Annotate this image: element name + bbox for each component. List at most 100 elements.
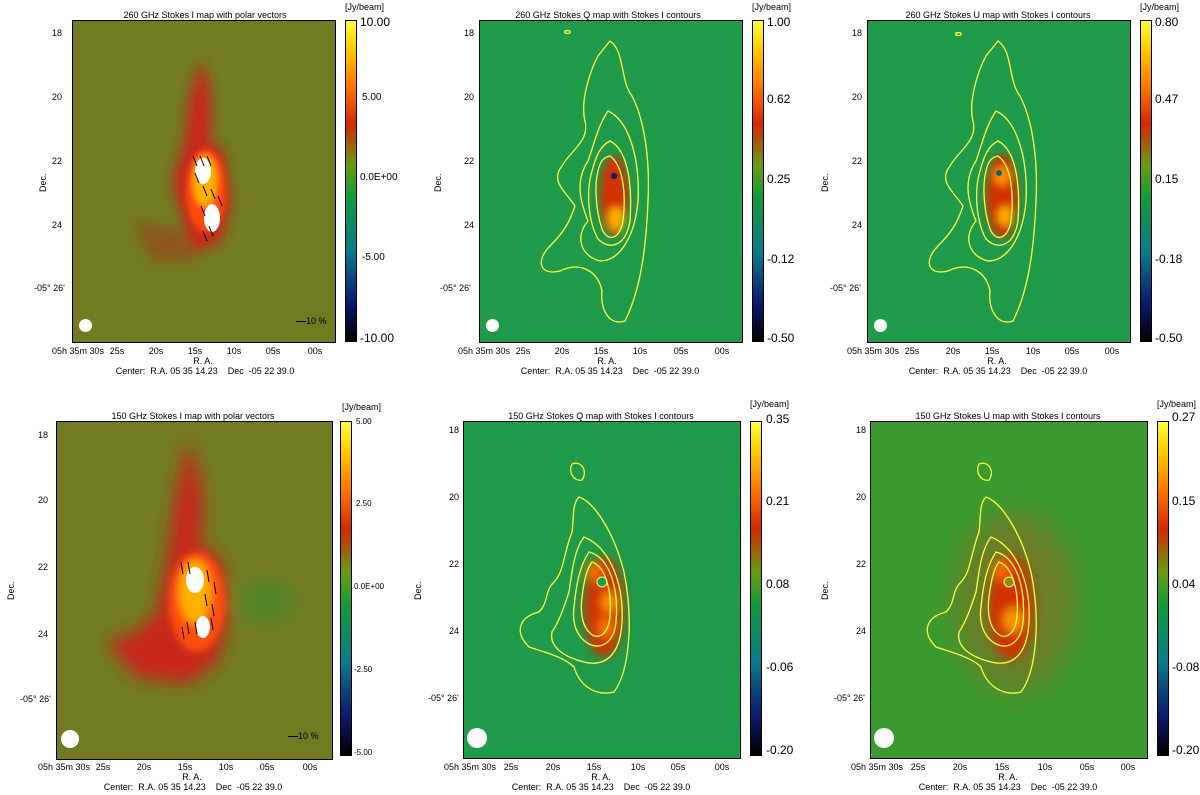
beam-size-icon bbox=[61, 730, 79, 748]
colorbar-tick: 0.62 bbox=[767, 92, 791, 106]
x-tick: 25s bbox=[503, 762, 519, 772]
y-tick: 24 bbox=[52, 220, 63, 230]
colorbar-tick: 2.50 bbox=[356, 499, 372, 508]
vector-scale-label: 10 % bbox=[288, 731, 319, 741]
beam-size-icon bbox=[467, 728, 487, 748]
y-tick: 18 bbox=[449, 425, 460, 435]
x-tick: 15s bbox=[593, 346, 609, 356]
y-axis-label: Dec. bbox=[6, 581, 16, 600]
colorbar-tick: 5.00 bbox=[356, 417, 372, 426]
x-tick: 15s bbox=[177, 762, 193, 772]
y-tick: 18 bbox=[38, 430, 49, 440]
map-image bbox=[479, 20, 743, 343]
y-tick: 20 bbox=[52, 92, 63, 102]
colorbar-tick: 0.08 bbox=[766, 577, 790, 591]
x-tick: 25s bbox=[910, 762, 926, 772]
map-image bbox=[870, 421, 1148, 759]
y-tick: 18 bbox=[852, 28, 863, 38]
center-coordinates: Center: R.A. 05 35 14.23 Dec -05 22 39.0 bbox=[103, 782, 283, 792]
x-axis-label: R. A. bbox=[987, 356, 1007, 366]
panel-title: 150 GHz Stokes I map with polar vectors bbox=[111, 411, 275, 421]
colorbar-tick: 0.21 bbox=[766, 494, 790, 508]
x-tick: 20s bbox=[148, 346, 164, 356]
panel-title: 260 GHz Stokes I map with polar vectors bbox=[123, 10, 287, 20]
colorbar-tick: 0.27 bbox=[1172, 410, 1196, 424]
x-tick: 20s bbox=[554, 346, 570, 356]
x-tick: 00s bbox=[714, 762, 730, 772]
x-tick: 25s bbox=[904, 346, 920, 356]
y-tick: -05° 26' bbox=[34, 283, 65, 293]
x-axis-label: R. A. bbox=[998, 772, 1018, 782]
x-axis-label: R. A. bbox=[193, 356, 213, 366]
x-tick: 10s bbox=[630, 762, 646, 772]
colorbar-tick: -0.20 bbox=[1172, 743, 1200, 757]
x-axis-label: R. A. bbox=[182, 772, 202, 782]
colorbar-tick: 5.00 bbox=[362, 92, 382, 103]
colorbar-unit: [Jy/beam] bbox=[750, 399, 790, 409]
y-tick: 20 bbox=[852, 92, 863, 102]
x-tick: 00s bbox=[307, 346, 323, 356]
map-image bbox=[56, 421, 333, 760]
colorbar-tick: 0.47 bbox=[1155, 92, 1179, 106]
y-tick: -05° 26' bbox=[428, 693, 459, 703]
y-tick: -05° 26' bbox=[834, 693, 865, 703]
y-tick: 18 bbox=[856, 425, 867, 435]
colorbar-tick: 0.25 bbox=[767, 172, 791, 186]
y-axis-label: Dec. bbox=[820, 173, 830, 192]
x-tick: 05s bbox=[670, 762, 686, 772]
y-axis-label: Dec. bbox=[413, 581, 423, 600]
colorbar-tick: -0.50 bbox=[767, 331, 795, 345]
center-coordinates: Center: R.A. 05 35 14.23 Dec -05 22 39.0 bbox=[520, 366, 700, 376]
y-tick: 22 bbox=[449, 559, 460, 569]
beam-size-icon bbox=[874, 728, 894, 748]
x-tick: 05s bbox=[673, 346, 689, 356]
y-tick: 22 bbox=[52, 156, 63, 166]
panel-title: 260 GHz Stokes Q map with Stokes I conto… bbox=[515, 10, 701, 20]
x-tick: 25s bbox=[95, 762, 111, 772]
x-tick: 05s bbox=[1064, 346, 1080, 356]
colorbar-tick: -5.00 bbox=[362, 252, 385, 263]
y-tick: 24 bbox=[464, 220, 475, 230]
y-tick: 22 bbox=[38, 562, 49, 572]
x-tick: 15s bbox=[994, 762, 1010, 772]
y-tick: 22 bbox=[464, 156, 475, 166]
x-tick: 10s bbox=[226, 346, 242, 356]
y-tick: 20 bbox=[38, 495, 49, 505]
x-tick: 25s bbox=[109, 346, 125, 356]
x-tick: 05h 35m 30s bbox=[443, 762, 497, 772]
colorbar bbox=[340, 421, 352, 756]
x-tick: 00s bbox=[1104, 346, 1120, 356]
map-image bbox=[463, 421, 741, 759]
center-coordinates: Center: R.A. 05 35 14.23 Dec -05 22 39.0 bbox=[115, 366, 295, 376]
x-tick: 05h 35m 30s bbox=[37, 762, 91, 772]
colorbar-unit: [Jy/beam] bbox=[752, 2, 792, 12]
colorbar-tick: 0.0E+00 bbox=[360, 172, 398, 183]
x-tick: 05h 35m 30s bbox=[457, 346, 511, 356]
colorbar bbox=[345, 20, 357, 342]
x-axis-label: R. A. bbox=[591, 772, 611, 782]
y-tick: -05° 26' bbox=[830, 283, 861, 293]
x-tick: 05h 35m 30s bbox=[51, 346, 105, 356]
y-tick: 18 bbox=[464, 28, 475, 38]
x-axis-label: R. A. bbox=[597, 356, 617, 366]
y-tick: 24 bbox=[856, 626, 867, 636]
x-tick: 10s bbox=[1037, 762, 1053, 772]
colorbar-tick: 0.04 bbox=[1172, 577, 1196, 591]
beam-size-icon bbox=[79, 319, 92, 332]
x-tick: 05h 35m 30s bbox=[846, 346, 900, 356]
colorbar-tick: 0.80 bbox=[1155, 15, 1179, 29]
colorbar-tick: -0.18 bbox=[1155, 252, 1183, 266]
colorbar bbox=[1157, 421, 1169, 756]
colorbar-tick: -5.00 bbox=[354, 748, 373, 757]
x-tick: 15s bbox=[984, 346, 1000, 356]
x-tick: 00s bbox=[1120, 762, 1136, 772]
y-tick: 24 bbox=[852, 220, 863, 230]
x-tick: 05s bbox=[259, 762, 275, 772]
colorbar-unit: [Jy/beam] bbox=[1140, 2, 1180, 12]
panel-title: 260 GHz Stokes U map with Stokes I conto… bbox=[905, 10, 1091, 20]
vector-scale-label: 10 % bbox=[296, 316, 327, 326]
colorbar-tick: -10.00 bbox=[360, 331, 395, 345]
center-coordinates: Center: R.A. 05 35 14.23 Dec -05 22 39.0 bbox=[908, 366, 1088, 376]
x-tick: 20s bbox=[952, 762, 968, 772]
y-tick: 24 bbox=[38, 629, 49, 639]
